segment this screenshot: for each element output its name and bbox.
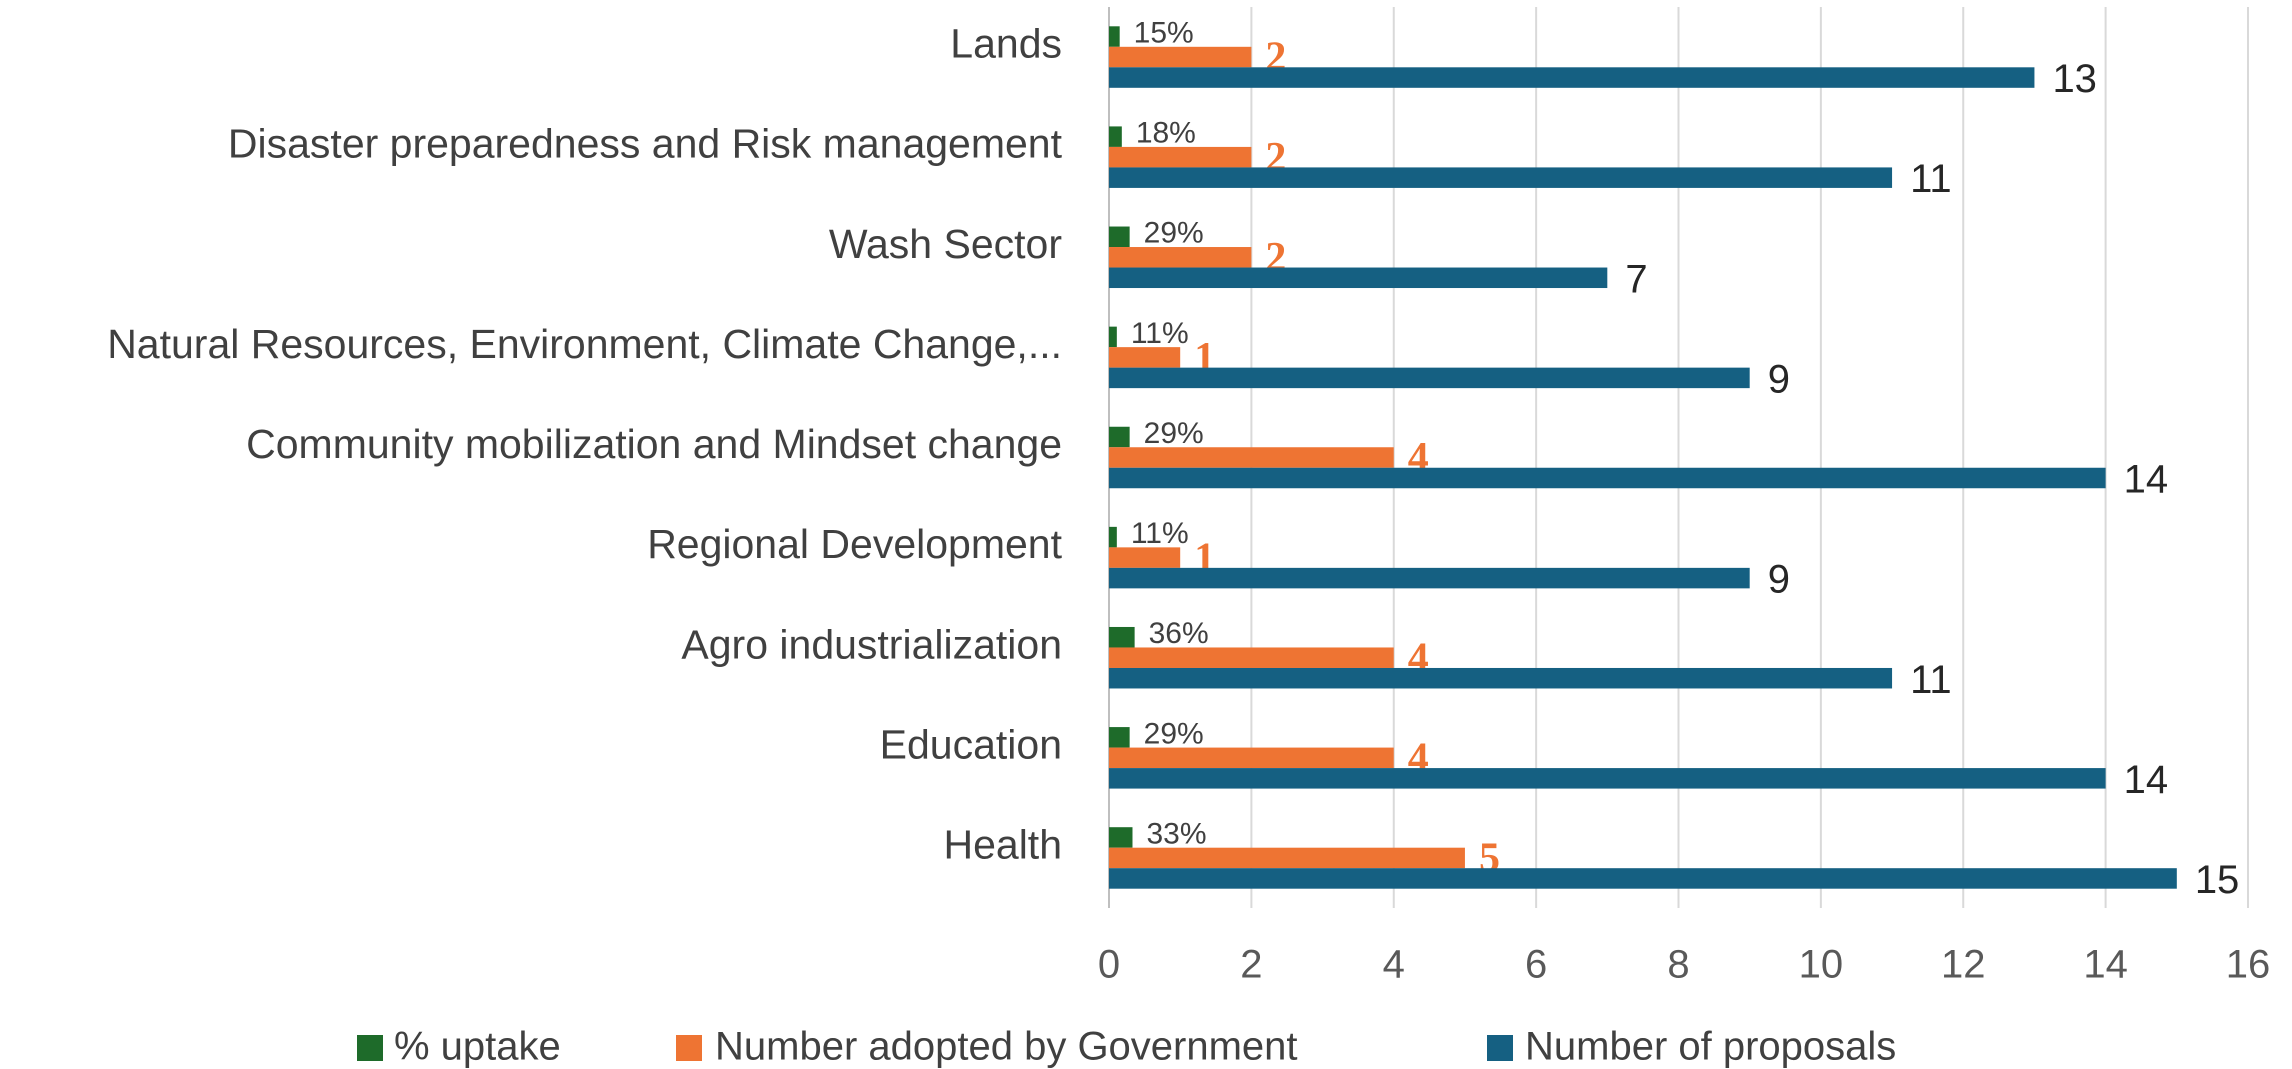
category-label: Natural Resources, Environment, Climate … [107, 321, 1062, 367]
category-label: Agro industrialization [681, 621, 1062, 667]
data-label: 33% [1146, 817, 1206, 850]
bar [1109, 67, 2035, 88]
category-label: Health [943, 822, 1062, 868]
bar [1109, 126, 1122, 147]
legend-swatch [1487, 1035, 1513, 1061]
bar [1109, 267, 1608, 289]
data-label: 36% [1149, 617, 1209, 650]
x-tick-label: 12 [1941, 943, 1986, 987]
legend-swatch [676, 1035, 702, 1061]
category-label: Community mobilization and Mindset chang… [246, 421, 1062, 467]
data-label: 15% [1134, 16, 1194, 49]
bar [1109, 146, 1252, 168]
data-label: 7 [1625, 257, 1647, 301]
category-label: Wash Sector [829, 221, 1062, 267]
x-tick-label: 6 [1525, 943, 1547, 987]
bar [1109, 626, 1135, 648]
data-label: 29% [1144, 217, 1204, 250]
bar [1109, 26, 1120, 47]
data-label: 9 [1768, 357, 1790, 401]
data-label: 29% [1144, 717, 1204, 750]
bar [1109, 747, 1394, 769]
data-label: 14 [2124, 458, 2169, 502]
bar [1109, 347, 1181, 368]
x-tick-label: 14 [2083, 943, 2128, 987]
bar [1109, 167, 1893, 188]
bar [1109, 567, 1750, 589]
bar [1109, 547, 1181, 568]
data-label: 11% [1131, 517, 1189, 550]
bar [1109, 827, 1133, 848]
bar [1109, 667, 1893, 689]
x-tick-label: 16 [2226, 943, 2271, 987]
bar [1109, 426, 1130, 448]
bar [1109, 868, 2177, 889]
legend-swatch [357, 1035, 383, 1061]
data-label: 29% [1144, 417, 1204, 450]
bar [1109, 326, 1117, 348]
legend-label: % uptake [394, 1025, 561, 1069]
legend-label: Number adopted by Government [715, 1025, 1298, 1069]
bar [1109, 467, 2106, 489]
category-label: Disaster preparedness and Risk managemen… [228, 121, 1063, 167]
bar [1109, 647, 1394, 668]
x-tick-label: 0 [1098, 943, 1120, 987]
bar [1109, 768, 2106, 789]
data-label: 15 [2195, 858, 2240, 902]
category-label: Regional Development [647, 521, 1062, 567]
category-label: Lands [950, 21, 1062, 67]
bar [1109, 46, 1252, 68]
data-label: 13 [2052, 57, 2097, 101]
bar [1109, 367, 1750, 389]
legend-label: Number of proposals [1525, 1025, 1896, 1069]
bar [1109, 447, 1394, 468]
x-tick-label: 10 [1799, 943, 1844, 987]
x-tick-label: 2 [1240, 943, 1262, 987]
data-label: 11 [1910, 157, 1952, 201]
bar [1109, 226, 1130, 248]
bar [1109, 847, 1465, 869]
data-label: 9 [1768, 558, 1790, 602]
data-label: 18% [1136, 117, 1196, 150]
bar [1109, 526, 1117, 548]
bar [1109, 247, 1252, 268]
category-label: Education [880, 721, 1062, 767]
data-label: 11 [1910, 658, 1952, 702]
x-tick-label: 8 [1667, 943, 1689, 987]
x-tick-label: 4 [1383, 943, 1405, 987]
bar [1109, 727, 1130, 748]
data-label: 11% [1131, 317, 1189, 350]
data-label: 14 [2124, 758, 2169, 802]
